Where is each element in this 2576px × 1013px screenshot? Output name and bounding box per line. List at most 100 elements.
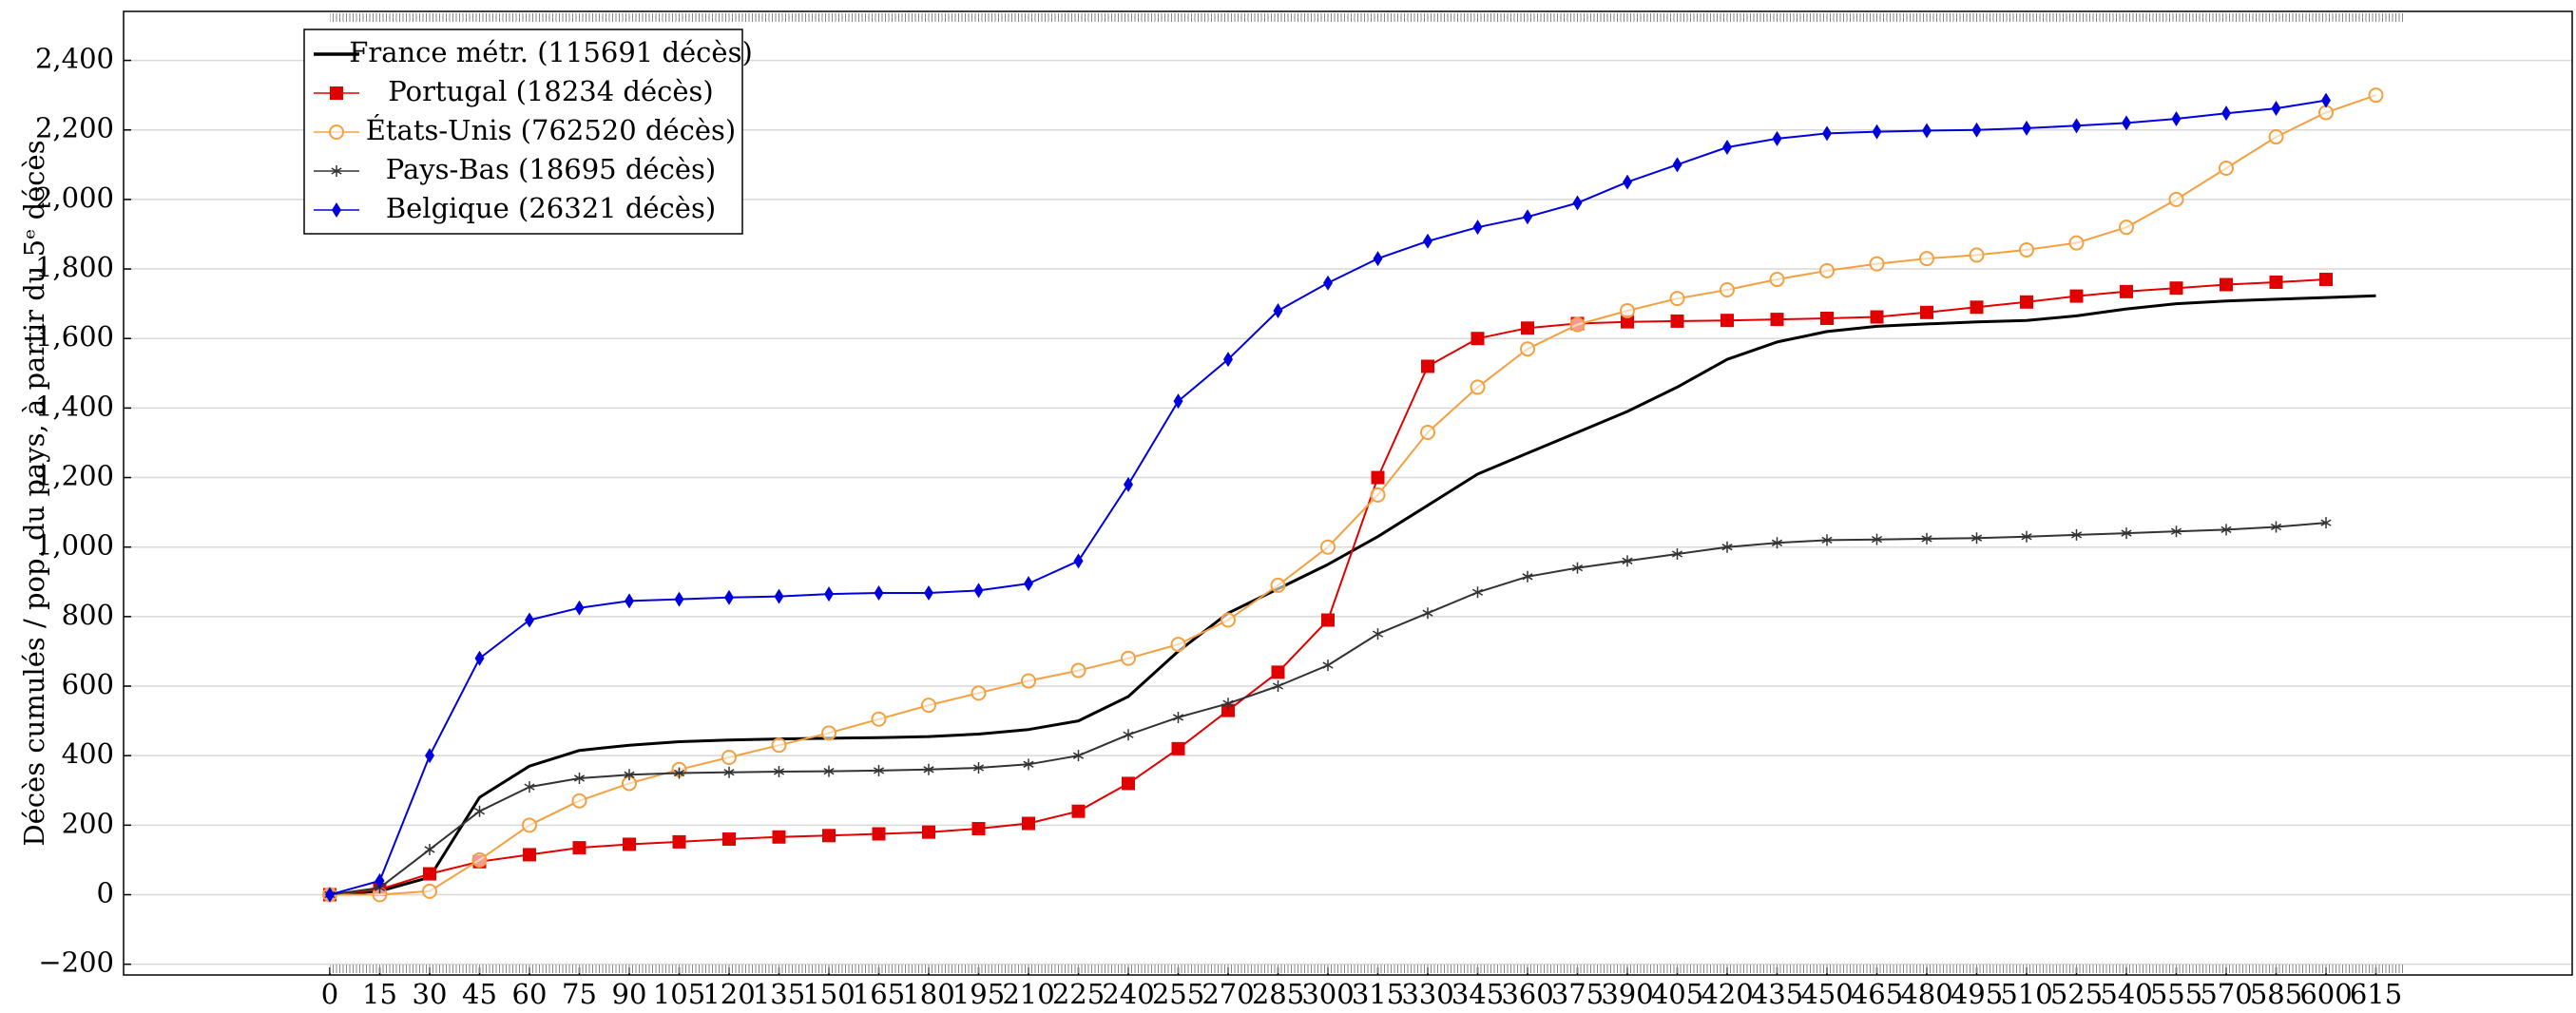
marker <box>2271 101 2281 117</box>
x-tick-label: 375 <box>1551 978 1604 1010</box>
marker <box>1671 548 1683 561</box>
x-tick-label: 405 <box>1651 978 1703 1010</box>
marker <box>2168 191 2184 207</box>
marker <box>1470 379 1486 395</box>
marker <box>2170 526 2182 538</box>
y-axis-label: Décès cumulés / pop. du pays, à partir d… <box>18 140 50 846</box>
marker <box>1323 275 1333 291</box>
marker <box>2121 527 2132 540</box>
x-tick-label: 510 <box>2000 978 2052 1010</box>
y-tick-label: −200 <box>38 946 114 979</box>
marker <box>1522 570 1533 583</box>
marker <box>1769 272 1785 288</box>
marker <box>1720 282 1735 298</box>
marker <box>1321 613 1335 627</box>
marker <box>2269 275 2283 289</box>
marker <box>771 737 787 754</box>
marker <box>1623 174 1632 190</box>
x-tick-label: 225 <box>1052 978 1105 1010</box>
marker <box>1273 302 1283 318</box>
marker <box>473 805 486 817</box>
minor-ticks-bottom <box>330 965 2405 973</box>
marker <box>523 848 536 862</box>
marker <box>2119 220 2134 236</box>
marker <box>1970 300 1984 315</box>
marker <box>1172 711 1184 723</box>
marker <box>1970 532 1983 545</box>
marker <box>673 767 685 779</box>
y-tick-label: 800 <box>62 599 114 631</box>
marker <box>1871 533 1883 545</box>
marker <box>425 748 434 764</box>
marker <box>522 817 537 833</box>
marker <box>1969 247 1985 263</box>
y-tick-label: 200 <box>62 807 114 839</box>
marker <box>2070 528 2083 541</box>
x-tick-label: 585 <box>2250 978 2302 1010</box>
y-tick-label: 2,200 <box>35 112 114 144</box>
legend-label: Belgique (26321 décès) <box>386 192 716 224</box>
x-tick-label: 180 <box>902 978 954 1010</box>
marker <box>672 834 686 849</box>
marker <box>474 650 485 666</box>
marker <box>2221 105 2231 122</box>
x-tick-label: 345 <box>1451 978 1504 1010</box>
marker <box>1520 341 1535 357</box>
marker <box>821 725 836 741</box>
x-tick-label: 75 <box>562 978 597 1010</box>
marker <box>1920 305 1933 319</box>
y-tick-label: 1,000 <box>35 529 114 562</box>
marker <box>1721 541 1733 553</box>
marker <box>624 769 635 781</box>
x-tick-label: 90 <box>612 978 647 1010</box>
marker <box>774 588 784 604</box>
series-line <box>329 294 2376 896</box>
marker <box>325 887 335 903</box>
marker <box>722 831 736 846</box>
marker <box>1471 332 1485 346</box>
marker <box>1670 314 1684 328</box>
marker <box>571 793 587 809</box>
marker <box>2069 289 2084 303</box>
x-tick-label: 270 <box>1201 978 1254 1010</box>
marker <box>1371 470 1385 485</box>
marker <box>1820 312 1834 326</box>
marker <box>1421 359 1434 373</box>
y-tick-label: 1,600 <box>35 320 114 353</box>
marker <box>2071 118 2082 134</box>
marker <box>1922 123 1932 139</box>
marker <box>2220 277 2233 292</box>
marker <box>1071 804 1086 818</box>
marker <box>1620 302 1635 318</box>
x-tick-label: 360 <box>1501 978 1553 1010</box>
x-tick-label: 495 <box>1951 978 2003 1010</box>
x-tick-label: 315 <box>1352 978 1404 1010</box>
x-tick-label: 285 <box>1252 978 1304 1010</box>
x-tick-label: 30 <box>413 978 448 1010</box>
marker <box>2022 120 2031 136</box>
x-tick-label: 615 <box>2350 978 2402 1010</box>
marker <box>1872 124 1882 140</box>
marker <box>525 612 534 628</box>
y-tick-label: 1,400 <box>35 390 114 422</box>
x-tick-label: 540 <box>2100 978 2152 1010</box>
marker <box>2321 92 2331 108</box>
marker <box>1822 125 1832 142</box>
legend-marker <box>331 165 342 177</box>
marker <box>1221 703 1235 717</box>
marker <box>1223 352 1233 368</box>
marker <box>1622 555 1633 567</box>
x-tick-label: 330 <box>1401 978 1453 1010</box>
x-tick-label: 45 <box>462 978 497 1010</box>
marker <box>1572 195 1583 211</box>
x-tick-label: 570 <box>2200 978 2252 1010</box>
marker <box>972 761 985 774</box>
x-tick-label: 150 <box>802 978 855 1010</box>
marker <box>1821 534 1833 546</box>
marker <box>2320 517 2332 529</box>
marker <box>1770 313 1784 327</box>
marker <box>471 851 488 868</box>
marker <box>574 600 585 616</box>
marker <box>2019 241 2034 258</box>
marker <box>674 591 684 607</box>
